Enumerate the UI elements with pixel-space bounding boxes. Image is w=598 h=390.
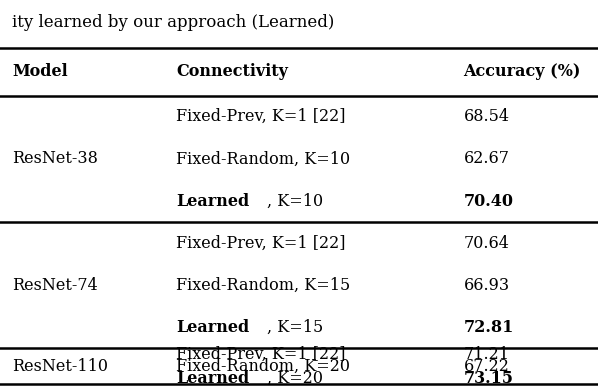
Text: ResNet-74: ResNet-74 [12,277,97,294]
Text: Fixed-Random, K=15: Fixed-Random, K=15 [176,277,350,294]
Text: Fixed-Prev, K=1 [22]: Fixed-Prev, K=1 [22] [176,108,346,125]
Text: 73.15: 73.15 [463,370,514,386]
Text: 70.64: 70.64 [463,235,509,252]
Text: 66.93: 66.93 [463,277,509,294]
Text: , K=10: , K=10 [267,193,324,210]
Text: Fixed-Prev, K=1 [22]: Fixed-Prev, K=1 [22] [176,346,346,363]
Text: ity learned by our approach (Learned): ity learned by our approach (Learned) [12,14,334,31]
Text: Fixed-Random, K=20: Fixed-Random, K=20 [176,358,350,375]
Text: Fixed-Random, K=10: Fixed-Random, K=10 [176,151,350,167]
Text: 67.22: 67.22 [463,358,509,375]
Text: Learned: Learned [176,370,249,386]
Text: Accuracy (%): Accuracy (%) [463,63,581,80]
Text: 70.40: 70.40 [463,193,514,210]
Text: 62.67: 62.67 [463,151,509,167]
Text: ResNet-110: ResNet-110 [12,358,108,375]
Text: 72.81: 72.81 [463,319,514,336]
Text: ResNet-38: ResNet-38 [12,151,98,167]
Text: Model: Model [12,63,68,80]
Text: Fixed-Prev, K=1 [22]: Fixed-Prev, K=1 [22] [176,235,346,252]
Text: 68.54: 68.54 [463,108,509,125]
Text: Connectivity: Connectivity [176,63,288,80]
Text: , K=20: , K=20 [267,370,324,386]
Text: Learned: Learned [176,193,249,210]
Text: 71.21: 71.21 [463,346,509,363]
Text: Learned: Learned [176,319,249,336]
Text: , K=15: , K=15 [267,319,324,336]
